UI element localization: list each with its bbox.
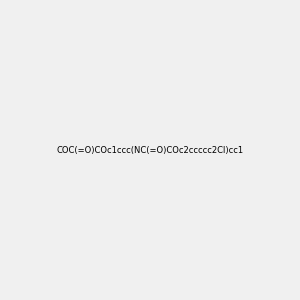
Text: COC(=O)COc1ccc(NC(=O)COc2ccccc2Cl)cc1: COC(=O)COc1ccc(NC(=O)COc2ccccc2Cl)cc1 xyxy=(56,146,244,154)
